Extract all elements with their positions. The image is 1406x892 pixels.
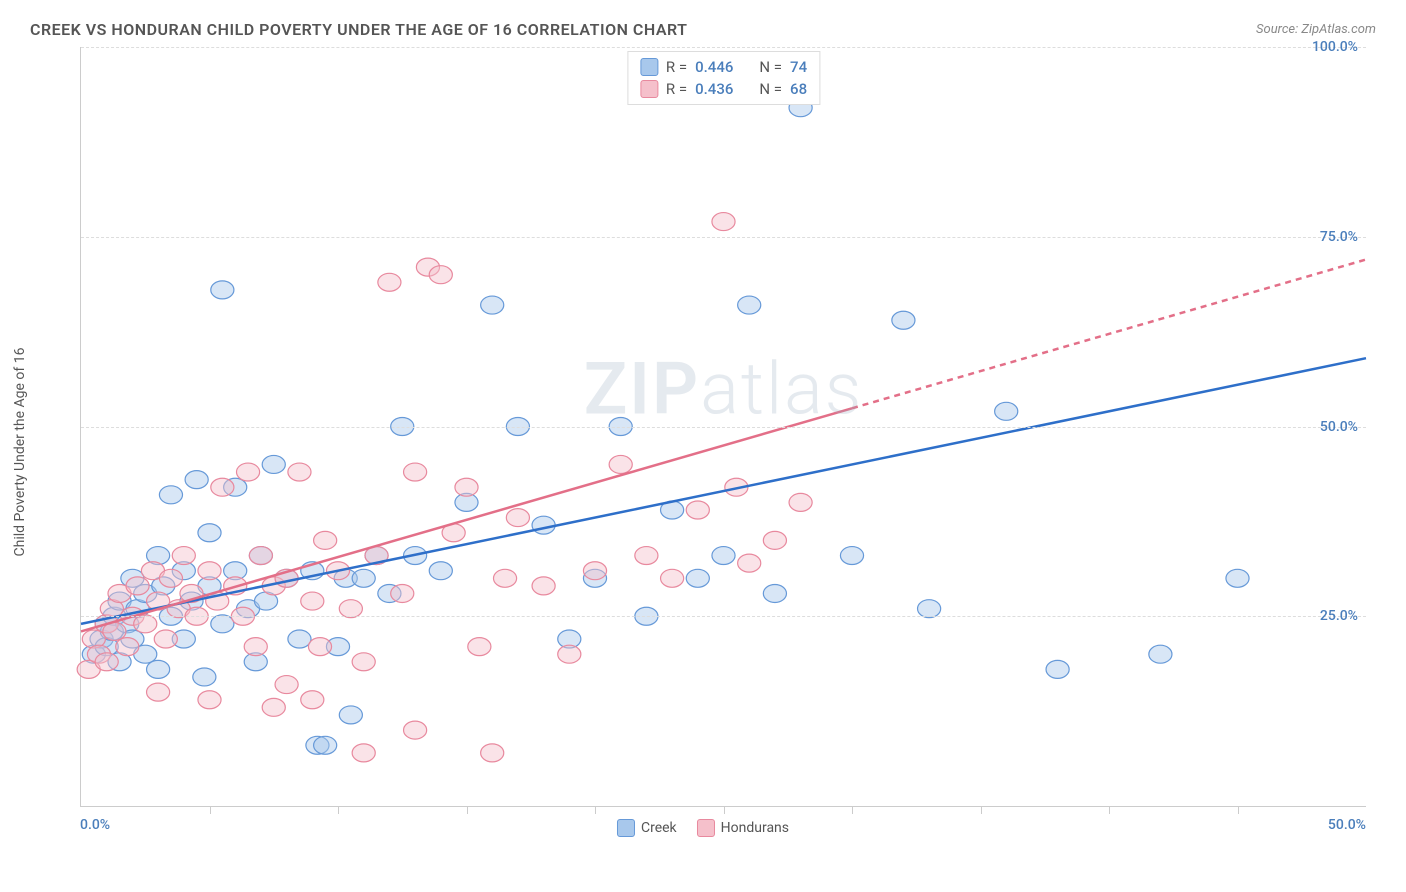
- r-label: R =: [666, 58, 687, 76]
- r-value: 0.436: [695, 80, 733, 98]
- x-tick: [852, 806, 853, 814]
- y-tick-label: 100.0%: [1312, 39, 1358, 55]
- x-tick: [467, 806, 468, 814]
- gridline: [81, 47, 1366, 48]
- y-tick-label: 50.0%: [1320, 419, 1358, 435]
- gridline: [81, 616, 1366, 617]
- legend-swatch: [640, 58, 658, 76]
- legend-swatch: [640, 80, 658, 98]
- x-tick: [981, 806, 982, 814]
- y-tick-label: 75.0%: [1320, 229, 1358, 245]
- chart-area: Child Poverty Under the Age of 16 ZIPatl…: [30, 47, 1376, 857]
- x-tick: [595, 806, 596, 814]
- plot-area: ZIPatlas R = 0.446 N = 74 R = 0.436 N = …: [80, 47, 1366, 807]
- x-tick: [210, 806, 211, 814]
- correlation-legend-row: R = 0.436 N = 68: [640, 78, 807, 100]
- n-value: 68: [790, 80, 807, 98]
- r-value: 0.446: [695, 58, 733, 76]
- n-label: N =: [759, 80, 782, 98]
- series-legend: Creek Hondurans: [617, 819, 789, 837]
- gridline: [81, 237, 1366, 238]
- x-axis-min-label: 0.0%: [80, 817, 110, 833]
- chart-title: CREEK VS HONDURAN CHILD POVERTY UNDER TH…: [30, 20, 688, 39]
- y-axis-label: Child Poverty Under the Age of 16: [12, 348, 28, 557]
- correlation-legend: R = 0.446 N = 74 R = 0.436 N = 68: [627, 51, 820, 105]
- x-tick: [724, 806, 725, 814]
- x-tick: [1109, 806, 1110, 814]
- n-label: N =: [759, 58, 782, 76]
- correlation-legend-row: R = 0.446 N = 74: [640, 56, 807, 78]
- legend-label: Hondurans: [721, 820, 789, 836]
- legend-label: Creek: [641, 820, 677, 836]
- gridline: [81, 427, 1366, 428]
- n-value: 74: [790, 58, 807, 76]
- x-axis-max-label: 50.0%: [1328, 817, 1366, 833]
- legend-item: Creek: [617, 819, 677, 837]
- legend-item: Hondurans: [697, 819, 789, 837]
- y-tick-label: 25.0%: [1320, 608, 1358, 624]
- r-label: R =: [666, 80, 687, 98]
- x-tick: [338, 806, 339, 814]
- x-tick: [1238, 806, 1239, 814]
- source-attribution: Source: ZipAtlas.com: [1256, 22, 1376, 37]
- legend-swatch: [697, 819, 715, 837]
- legend-swatch: [617, 819, 635, 837]
